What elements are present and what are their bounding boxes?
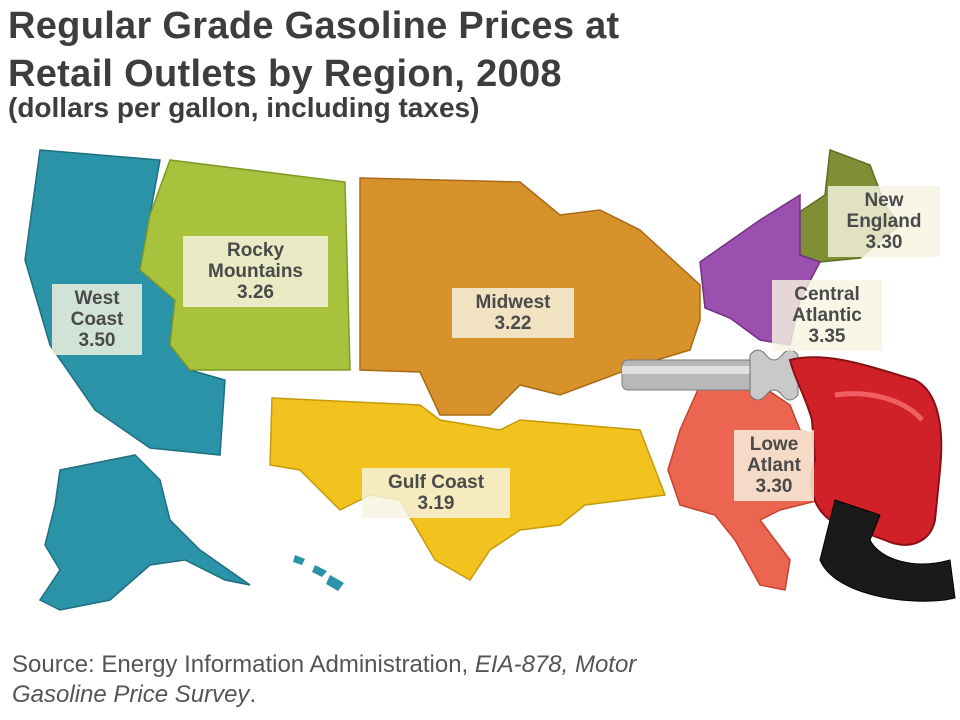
nozzle-trigger xyxy=(819,499,956,602)
map-title: Regular Grade Gasoline Prices at Retail … xyxy=(8,2,620,98)
region-hawaii xyxy=(293,555,344,591)
label-west-coast: West Coast 3.50 xyxy=(52,284,142,355)
source-note: Source: Energy Information Administratio… xyxy=(12,651,637,708)
title-line-1: Regular Grade Gasoline Prices at xyxy=(8,5,620,47)
label-new-england: New England 3.30 xyxy=(828,186,940,257)
nozzle-coil xyxy=(749,349,799,401)
label-lower-atlantic: Lowe Atlant 3.30 xyxy=(734,430,814,501)
map-subtitle: (dollars per gallon, including taxes) xyxy=(8,92,480,123)
label-midwest: Midwest 3.22 xyxy=(452,288,574,338)
title-line-2: Retail Outlets by Region, 2008 xyxy=(8,53,562,95)
label-gulf-coast: Gulf Coast 3.19 xyxy=(362,468,510,518)
label-central-atlantic: Central Atlantic 3.35 xyxy=(772,280,882,351)
gas-nozzle-image xyxy=(621,349,956,602)
region-alaska xyxy=(38,454,251,611)
label-rocky-mountains: Rocky Mountains 3.26 xyxy=(183,236,328,307)
